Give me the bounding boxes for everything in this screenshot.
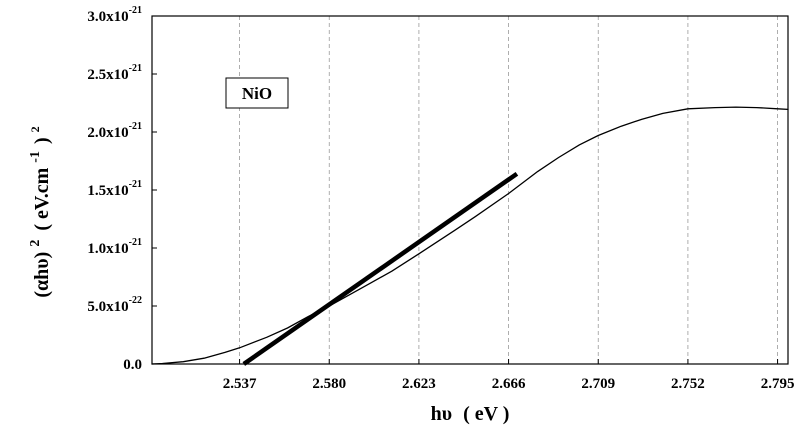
absorption-curve <box>151 106 789 365</box>
legend: NiO <box>225 77 289 109</box>
y-axis-title-power: 2 <box>28 240 43 247</box>
y-tick-label: 3.0x10-21 <box>87 5 142 25</box>
svg-text:hυ ( eV ): hυ ( eV ) <box>431 403 510 425</box>
y-axis-title-unit-power: -1 <box>28 151 43 163</box>
x-axis-title: hυ ( eV ) <box>431 403 510 425</box>
y-axis-title-quantity: (αhυ) <box>31 252 53 298</box>
y-tick-label: 1.0x10-21 <box>87 237 142 257</box>
y-axis-title-unit: ( eV.cm <box>31 167 53 230</box>
legend-box <box>225 77 289 109</box>
x-axis-title-quantity: hυ <box>431 403 453 425</box>
y-tick-label: 2.5x10-21 <box>87 63 142 83</box>
y-tick-label: 1.5x10-21 <box>87 179 142 199</box>
plot-frame <box>151 15 789 365</box>
y-tick-label: 2.0x10-21 <box>87 121 142 141</box>
y-axis-title-unit-close: ) <box>31 137 53 144</box>
x-axis-ticks: 2.537 2.580 2.623 2.666 2.709 2.752 2.795 <box>223 359 795 392</box>
y-axis-ticks: 0.0 5.0x10-22 1.0x10-21 1.5x10-21 2.0x10-21 2… <box>87 5 157 373</box>
y-axis-title: (αhυ) 2 ( eV.cm -1 ) 2 <box>22 126 53 297</box>
legend-label: NiO <box>242 84 272 103</box>
x-tick-label: 2.709 <box>581 376 615 392</box>
svg-text:(αhυ) 2 ( eV.cm: (αhυ) 2 ( eV.cm -1 ) 2 <box>22 126 53 297</box>
y-axis-title-unit-close-power: 2 <box>28 126 42 132</box>
series-group <box>151 106 789 366</box>
x-tick-label: 2.623 <box>402 376 436 392</box>
x-tick-label: 2.752 <box>671 376 705 392</box>
x-tick-label: 2.537 <box>223 376 257 392</box>
y-tick-label: 5.0x10-22 <box>87 295 142 315</box>
x-tick-label: 2.795 <box>761 376 795 392</box>
linear-fit-line <box>242 171 519 366</box>
y-tick-label: 0.0 <box>123 357 142 373</box>
x-axis-title-unit: ( eV ) <box>463 403 509 425</box>
x-tick-label: 2.666 <box>492 376 526 392</box>
x-tick-label: 2.580 <box>312 376 346 392</box>
